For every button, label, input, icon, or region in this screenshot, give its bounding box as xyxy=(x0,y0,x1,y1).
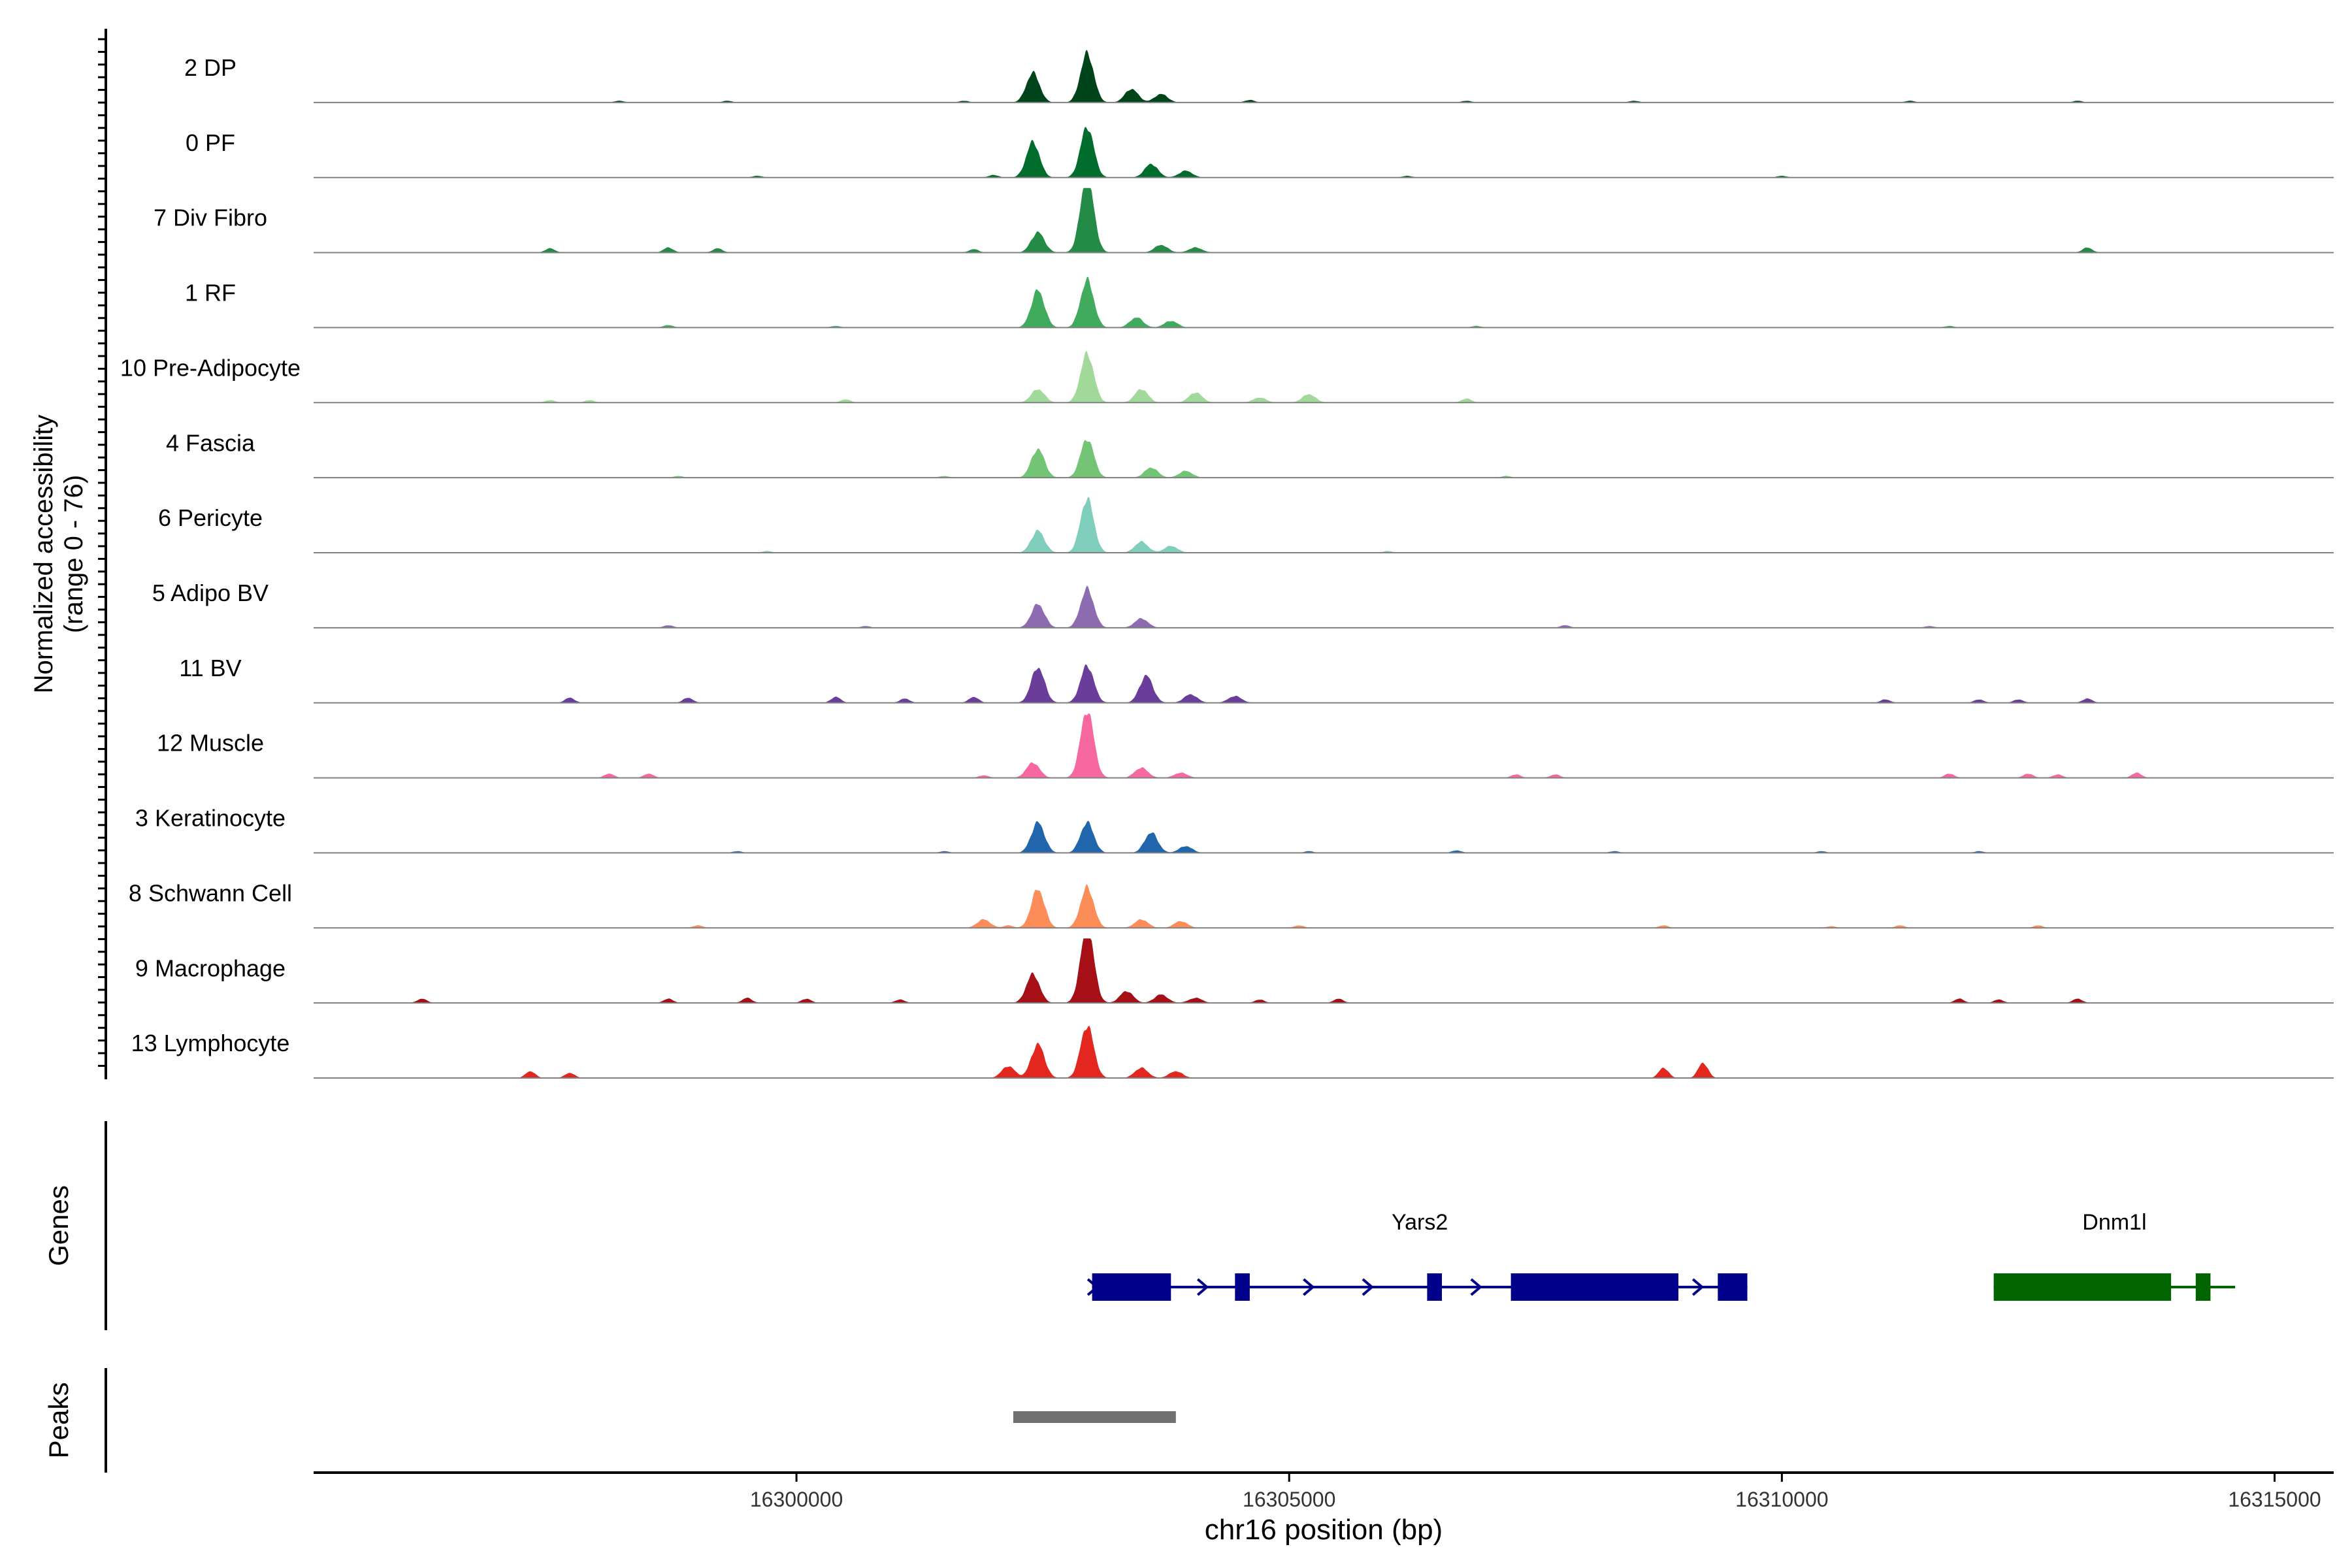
gene-exon xyxy=(1235,1273,1250,1301)
coverage-track: 13 Lymphocyte xyxy=(131,1025,2334,1079)
strand-arrow xyxy=(1470,1278,1482,1296)
coverage-track: 10 Pre-Adipocyte xyxy=(120,351,2334,404)
track-label: 7 Div Fibro xyxy=(154,204,267,231)
coverage-track: 8 Schwann Cell xyxy=(129,879,2334,929)
strand-arrow xyxy=(1303,1278,1315,1296)
coverage-track: 6 Pericyte xyxy=(158,497,2334,553)
track-label: 0 PF xyxy=(186,129,235,156)
genes-y-axis-label: Genes xyxy=(43,1185,74,1266)
strand-arrow xyxy=(1691,1278,1705,1296)
x-tick-label: 16305000 xyxy=(1243,1488,1335,1511)
track-label: 2 DP xyxy=(184,54,237,81)
coverage-track: 5 Adipo BV xyxy=(152,580,2334,629)
track-label: 5 Adipo BV xyxy=(152,580,269,606)
gene-model: Dnm1l xyxy=(1993,1210,2236,1301)
x-tick-label: 16310000 xyxy=(1735,1488,1828,1511)
gene-exon xyxy=(2195,1273,2211,1301)
gene-exon xyxy=(1511,1273,1678,1301)
strand-arrow xyxy=(1196,1278,1209,1296)
x-axis: 16300000 16305000 16310000 16315000 chr16 p… xyxy=(314,1471,2334,1546)
track-label: 3 Keratinocyte xyxy=(135,805,286,832)
track-label: 1 RF xyxy=(185,280,236,306)
peaks-section: Peaks xyxy=(43,1368,1176,1473)
gene-name-label: Yars2 xyxy=(1392,1210,1448,1235)
x-tick-label: 16315000 xyxy=(2228,1488,2321,1511)
coverage-y-minor-ticks xyxy=(98,38,106,1067)
track-label: 9 Macrophage xyxy=(135,955,286,981)
coverage-track: 12 Muscle xyxy=(157,713,2334,779)
genes-section: Genes Yars2 Dnm1l xyxy=(43,1121,2236,1330)
peak-region xyxy=(1013,1411,1176,1423)
x-axis-ticks: 16300000 16305000 16310000 16315000 xyxy=(750,1473,2321,1511)
coverage-section: 2 DP 0 PF 7 Div Fibro 1 RF 10 Pre-Adipocyte 4… xyxy=(29,29,2334,1079)
track-label: 6 Pericyte xyxy=(158,504,263,531)
track-label: 13 Lymphocyte xyxy=(131,1030,290,1056)
peak-regions xyxy=(1013,1411,1176,1423)
x-axis-label: chr16 position (bp) xyxy=(1205,1514,1443,1546)
coverage-track: 7 Div Fibro xyxy=(154,188,2334,253)
track-label: 4 Fascia xyxy=(166,429,255,456)
coverage-tracks: 2 DP 0 PF 7 Div Fibro 1 RF 10 Pre-Adipocyte 4… xyxy=(120,50,2334,1079)
track-label: 11 BV xyxy=(179,655,241,681)
track-label: 12 Muscle xyxy=(157,730,264,757)
x-tick-label: 16300000 xyxy=(750,1488,843,1511)
coverage-track: 9 Macrophage xyxy=(135,938,2334,1004)
gene-exon xyxy=(1427,1273,1442,1301)
gene-models: Yars2 Dnm1l xyxy=(1086,1210,2236,1301)
coverage-track: 1 RF xyxy=(185,276,2334,329)
strand-arrow xyxy=(1362,1278,1374,1296)
gene-name-label: Dnm1l xyxy=(2082,1210,2146,1235)
coverage-track: 4 Fascia xyxy=(166,429,2334,479)
coverage-y-axis-range-label: (range 0 - 76) xyxy=(59,475,88,633)
gene-exon xyxy=(1092,1273,1171,1301)
coverage-y-axis-label: Normalized accessibility xyxy=(29,415,58,694)
gene-model: Yars2 xyxy=(1086,1210,1748,1301)
coverage-track: 2 DP xyxy=(184,50,2334,103)
coverage-track: 11 BV xyxy=(179,655,2334,704)
peaks-y-axis-label: Peaks xyxy=(43,1382,74,1459)
coverage-track: 3 Keratinocyte xyxy=(135,805,2334,854)
coverage-track: 0 PF xyxy=(186,127,2334,178)
gene-exon xyxy=(1718,1273,1748,1301)
track-label: 8 Schwann Cell xyxy=(129,879,292,906)
gene-exon xyxy=(1993,1273,2172,1301)
track-label: 10 Pre-Adipocyte xyxy=(120,354,301,381)
